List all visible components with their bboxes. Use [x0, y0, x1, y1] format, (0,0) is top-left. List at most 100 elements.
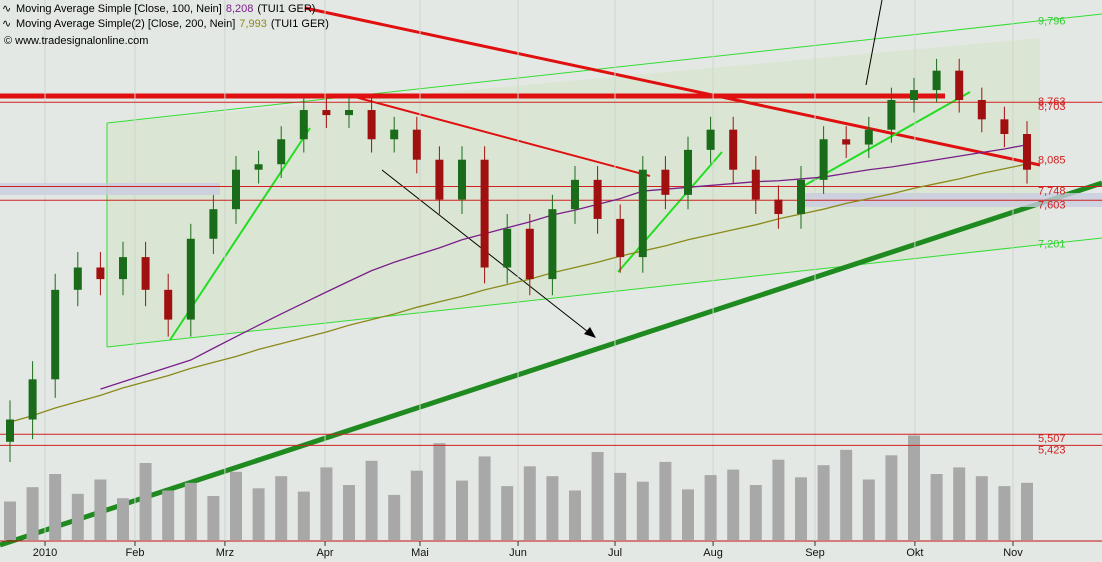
volume-bar — [840, 449, 853, 540]
legend-entry: Moving Average Simple(2) [Close, 200, Ne… — [16, 18, 329, 30]
candle-body — [96, 267, 105, 280]
moving-average — [9, 163, 1028, 423]
copyright: © www.tradesignalonline.com — [4, 35, 148, 47]
volume-bar — [659, 461, 672, 540]
volume-bar — [410, 470, 423, 540]
volume-bar — [162, 490, 175, 540]
candle-body — [932, 70, 941, 91]
volume-bar — [682, 489, 694, 540]
level-label: 7,603 — [1038, 199, 1066, 211]
candle-body — [684, 149, 692, 195]
candle-body — [254, 164, 263, 170]
volume-bar — [862, 479, 875, 540]
volume-bar — [230, 471, 242, 540]
volume-bar — [207, 496, 220, 540]
support-line — [0, 180, 1102, 548]
x-tick-label: Jun — [509, 547, 527, 559]
x-tick-label: 2010 — [33, 547, 57, 559]
volume-bar — [478, 456, 491, 540]
candle-body — [910, 90, 918, 100]
volume-bar — [252, 488, 265, 540]
candle-body — [706, 129, 715, 150]
level-label: 5,507 — [1038, 433, 1066, 445]
volume-bar — [704, 475, 717, 540]
legend-icon: ∿ — [2, 3, 11, 15]
candle-body — [977, 99, 986, 120]
line — [865, 0, 883, 86]
candle-body — [955, 70, 964, 100]
x-tick-label: Aug — [703, 547, 723, 559]
legend-value: 8,208 — [226, 3, 254, 15]
candle-body — [322, 110, 331, 116]
volume-bar — [49, 474, 62, 540]
legend-icon: ∿ — [2, 18, 11, 30]
volume-bar — [817, 465, 830, 540]
legend-value: 7,993 — [239, 18, 267, 30]
candle-body — [164, 289, 173, 320]
x-tick-label: Nov — [1003, 547, 1023, 559]
candle-body — [842, 139, 851, 145]
candle-body — [525, 228, 534, 280]
volume-bar — [433, 443, 446, 540]
candle-body — [6, 419, 14, 442]
x-tick-label: Jul — [608, 547, 622, 559]
level-label: 5,423 — [1038, 444, 1066, 456]
candle-body — [887, 99, 896, 130]
volume-bar — [4, 501, 16, 540]
candle-body — [119, 257, 127, 280]
level-label: 7,748 — [1038, 186, 1066, 198]
candle-body — [797, 179, 805, 215]
level-label: 8,085 — [1038, 155, 1066, 167]
candle-body — [503, 228, 512, 268]
candle-body — [51, 289, 60, 380]
candle-body — [593, 179, 602, 219]
candle-body — [277, 139, 286, 165]
legend-entry: Moving Average Simple [Close, 100, Nein]… — [16, 3, 315, 15]
candle-body — [480, 159, 489, 268]
volume-bar — [908, 435, 920, 540]
trend-line-up — [799, 91, 971, 189]
level-label: 9,796 — [1038, 15, 1066, 27]
candle-body — [616, 218, 625, 258]
trend-line-down — [304, 6, 1041, 167]
volume-bar — [501, 486, 514, 540]
arrow-head — [584, 327, 596, 338]
candle-body — [1023, 134, 1031, 170]
volume-bar — [614, 472, 627, 540]
level-label: 7,201 — [1038, 239, 1066, 251]
candle-body — [1000, 119, 1009, 135]
volume-bar — [772, 459, 785, 540]
x-tick-label: Mrz — [216, 547, 234, 559]
candle-body — [819, 139, 828, 180]
x-tick-label: Apr — [316, 547, 333, 559]
volume-bar — [975, 476, 988, 540]
volume-bar — [117, 498, 129, 540]
volume-bar — [546, 476, 559, 540]
candle-body — [367, 110, 376, 140]
x-tick-label: Okt — [906, 547, 923, 559]
candle-body — [209, 209, 218, 239]
candle-body — [458, 159, 466, 200]
candle-body — [345, 110, 353, 116]
candle-body — [751, 169, 760, 200]
candle-body — [186, 238, 195, 320]
volume-bar — [456, 480, 468, 540]
legend-source: (TUI1 GER) — [271, 18, 329, 30]
volume-bar — [275, 476, 288, 540]
trend-line-down — [354, 96, 651, 177]
volume-bar — [320, 467, 333, 540]
candle-body — [864, 129, 873, 145]
moving-average — [100, 144, 1028, 390]
volume-bar — [636, 481, 649, 540]
volume-bar — [71, 493, 84, 540]
x-tick-label: Feb — [125, 547, 144, 559]
candle-body — [729, 129, 738, 170]
zone — [0, 183, 220, 195]
volume-bar — [343, 485, 355, 540]
volume-bar — [26, 487, 39, 540]
candle-body — [73, 267, 82, 290]
candle-body — [435, 159, 444, 200]
candle-body — [28, 379, 37, 420]
candle-body — [390, 129, 399, 140]
